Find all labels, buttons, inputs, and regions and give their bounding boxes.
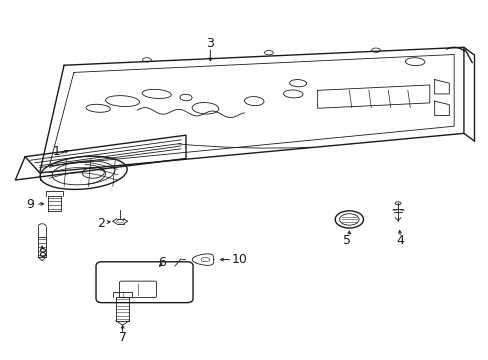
Text: 10: 10 xyxy=(231,253,247,266)
Text: 5: 5 xyxy=(342,234,350,247)
Text: 4: 4 xyxy=(396,234,404,247)
Text: 7: 7 xyxy=(119,331,126,344)
Text: 2: 2 xyxy=(97,216,104,230)
Text: 9: 9 xyxy=(26,198,34,211)
Text: 6: 6 xyxy=(157,256,165,269)
Text: 3: 3 xyxy=(206,37,214,50)
Text: 8: 8 xyxy=(38,247,46,260)
Text: 1: 1 xyxy=(53,145,61,158)
